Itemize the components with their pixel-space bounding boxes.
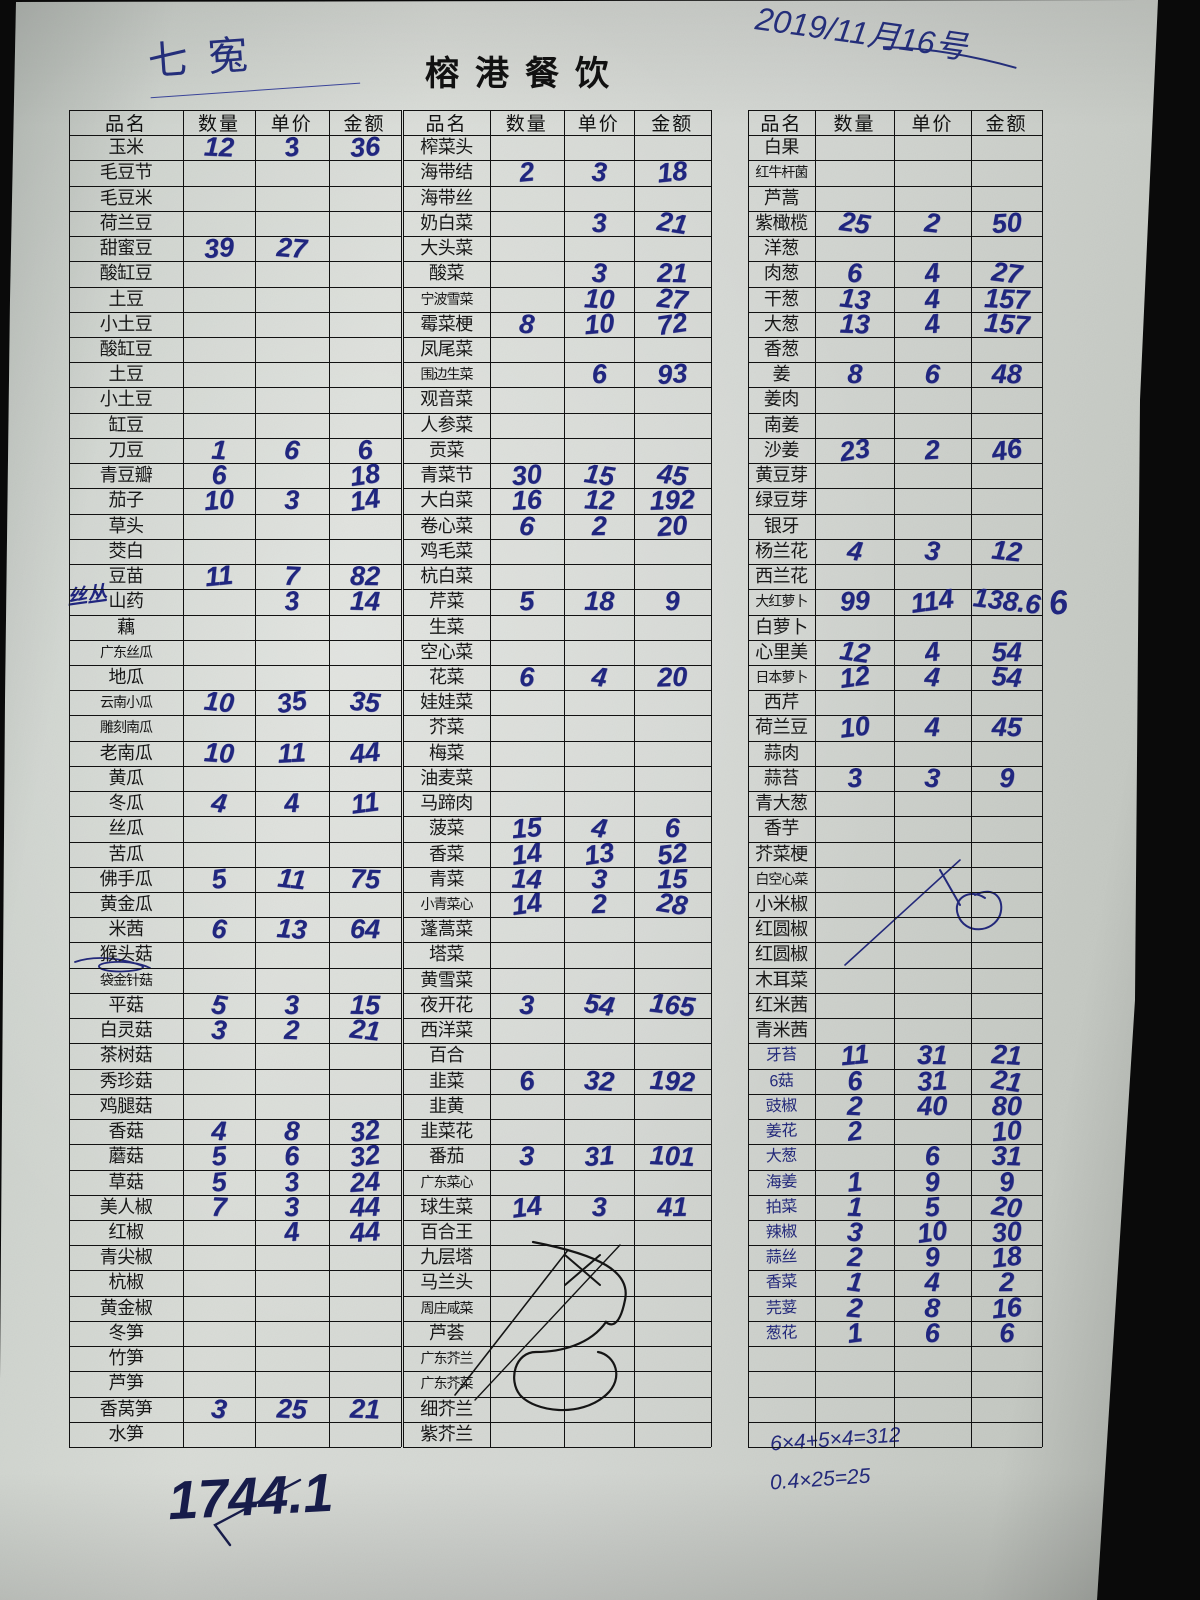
- svg-text:6: 6: [1047, 583, 1071, 623]
